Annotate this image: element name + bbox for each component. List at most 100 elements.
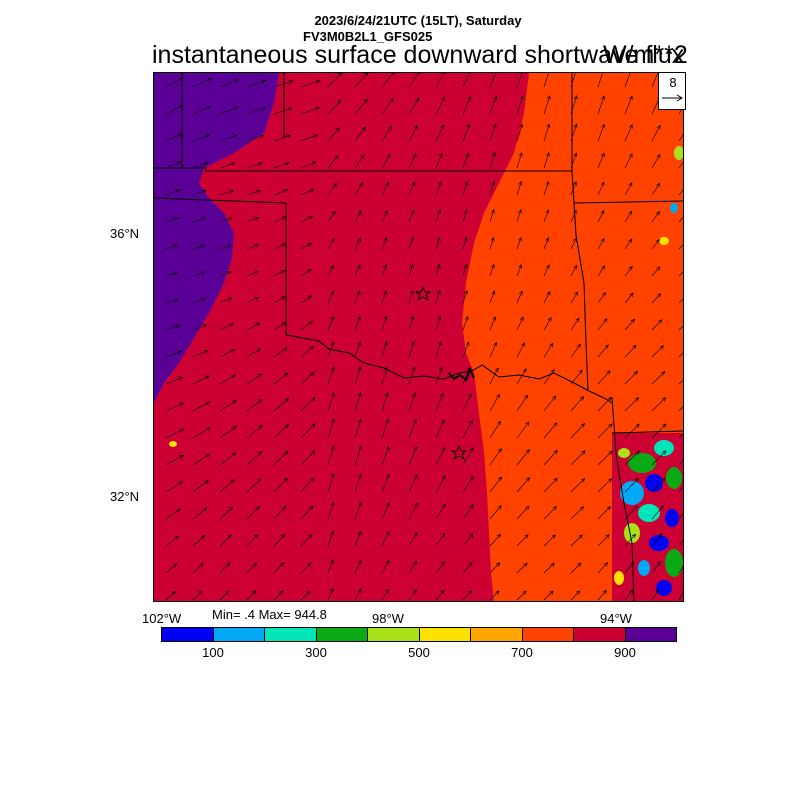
wind-vector-head	[284, 161, 290, 166]
wind-vector	[381, 502, 390, 520]
wind-vector	[624, 238, 633, 250]
wind-vector-head	[545, 180, 550, 186]
wind-vector	[165, 454, 184, 466]
wind-vector-head	[630, 318, 635, 324]
wind-vector-head	[608, 423, 613, 428]
wind-vector-head	[573, 237, 577, 243]
wind-vector-head	[661, 477, 666, 482]
wind-vector	[435, 532, 446, 547]
wind-vector-head	[553, 477, 558, 483]
wind-vector-head	[628, 210, 633, 216]
wind-vector	[354, 473, 362, 493]
wind-vector	[570, 396, 584, 412]
wind-vector-head	[464, 315, 469, 321]
wind-vector	[543, 152, 550, 169]
wind-vector-head	[280, 270, 286, 274]
wind-vector	[543, 450, 558, 466]
colorbar-segment	[419, 628, 471, 641]
wind-vector	[462, 341, 470, 358]
wind-vector	[597, 210, 605, 223]
wind-vector	[651, 423, 667, 439]
wind-vector	[435, 209, 441, 223]
colorbar-segment	[368, 628, 420, 641]
wind-vector-head	[175, 324, 181, 329]
wind-vector	[354, 392, 361, 412]
wind-vector	[597, 153, 605, 169]
wind-vector	[651, 125, 661, 142]
wind-vector	[516, 290, 523, 304]
wind-vector-head	[329, 559, 334, 564]
wind-vector	[381, 474, 390, 493]
wind-vector-head	[172, 563, 178, 568]
wind-vector-head	[493, 341, 497, 347]
wind-vector-head	[601, 95, 605, 100]
wind-vector	[273, 270, 285, 277]
wind-vector-head	[307, 562, 312, 567]
wind-vector-head	[288, 107, 293, 112]
wind-vector-head	[635, 423, 640, 429]
wind-vector-head	[630, 561, 635, 567]
wind-vector-head	[174, 217, 179, 221]
wind-vector-head	[600, 152, 605, 158]
wind-vector	[651, 239, 660, 250]
wind-vector-head	[283, 347, 288, 352]
wind-vector-head	[309, 188, 315, 193]
wind-vector	[597, 95, 605, 115]
wind-vector-head	[359, 182, 363, 187]
wind-vector	[165, 428, 184, 439]
wind-vector-head	[205, 427, 211, 432]
wind-vector-head	[602, 589, 607, 595]
wind-vector	[516, 264, 522, 277]
wind-vector	[489, 533, 501, 547]
wind-vector	[192, 162, 209, 169]
wind-vector-head	[330, 418, 335, 423]
wind-vector	[381, 531, 390, 547]
wind-vector-head	[357, 392, 362, 397]
wind-vector	[381, 126, 392, 142]
wind-vector-head	[357, 210, 362, 215]
wind-vector	[678, 379, 683, 385]
wind-vector-head	[335, 127, 341, 132]
wind-vector	[300, 562, 312, 574]
wind-vector-head	[280, 533, 286, 539]
wind-vector	[327, 418, 335, 439]
wind-vector	[570, 506, 584, 520]
wind-vector-head	[440, 124, 444, 129]
wind-vector	[678, 244, 683, 250]
wind-vector	[678, 161, 683, 169]
wind-vector-head	[552, 506, 557, 511]
wind-vector	[300, 295, 312, 304]
wind-vector-head	[205, 375, 210, 380]
wind-vector-head	[633, 505, 638, 511]
wind-vector	[273, 243, 286, 250]
wind-vector	[516, 152, 522, 169]
wind-vector-head	[601, 265, 605, 270]
wind-vector-head	[545, 237, 550, 242]
wind-vector-head	[202, 324, 207, 328]
wind-vector-head	[412, 392, 417, 397]
wind-vector	[300, 80, 320, 88]
wind-vector-head	[357, 559, 362, 565]
wind-vector	[219, 323, 234, 331]
wind-vector-head	[200, 271, 206, 276]
wind-vector	[489, 124, 496, 142]
wind-vector	[678, 433, 683, 439]
wind-vector	[624, 210, 632, 223]
wind-vector	[192, 78, 212, 88]
wind-vector-head	[553, 422, 558, 427]
wind-vector	[435, 316, 441, 331]
wind-vector	[624, 478, 639, 493]
wind-vector-head	[284, 450, 289, 455]
wind-vector	[570, 343, 581, 358]
wind-vector	[327, 316, 334, 331]
lon-label-102w: 102°W	[142, 611, 182, 626]
wind-vector-head	[518, 264, 522, 269]
wind-vector	[435, 367, 443, 385]
wind-vector-head	[383, 237, 388, 242]
wind-vector	[381, 98, 394, 115]
field-violet	[154, 73, 279, 403]
wind-vector	[462, 290, 468, 304]
wind-vector-head	[412, 153, 417, 158]
wind-vector-head	[600, 238, 605, 243]
wind-vector-head	[202, 507, 208, 512]
